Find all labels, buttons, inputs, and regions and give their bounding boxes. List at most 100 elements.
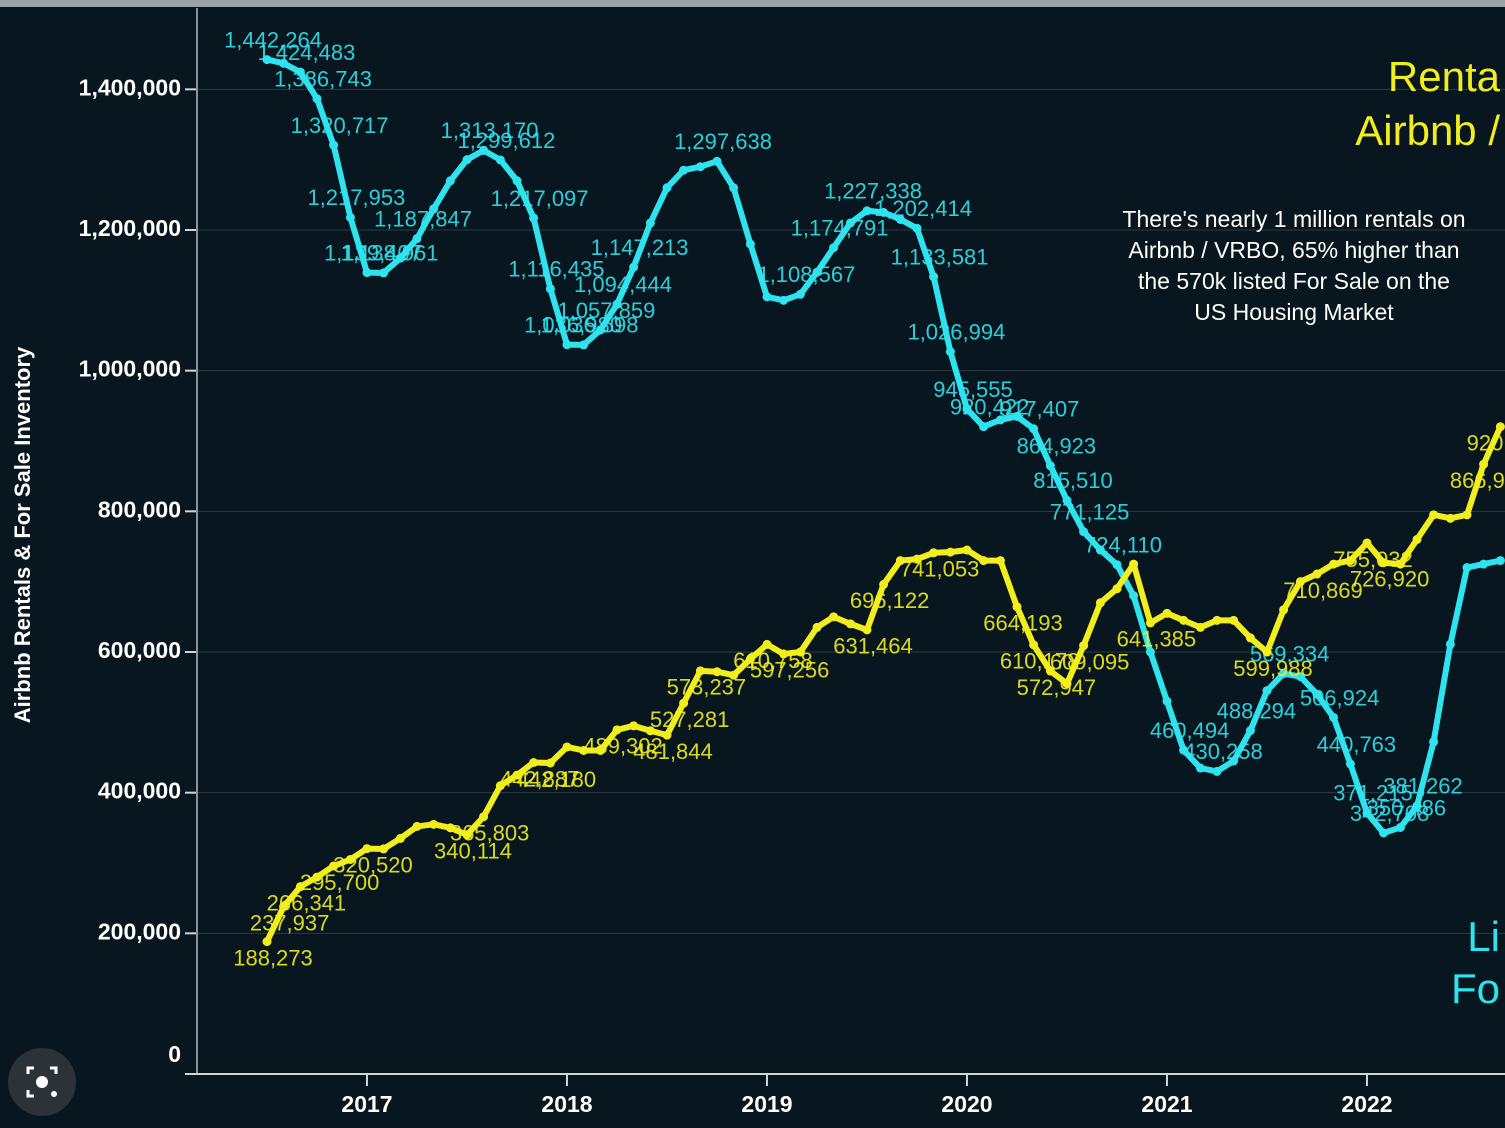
point (862, 625, 872, 635)
point (1145, 647, 1155, 657)
point (1012, 411, 1022, 421)
point (1279, 669, 1289, 679)
point (1495, 556, 1505, 566)
data-label: 266,341 (267, 890, 347, 915)
point (595, 325, 605, 335)
point (762, 292, 772, 302)
data-label: 320,520 (333, 852, 413, 877)
point (795, 289, 805, 299)
point (945, 347, 955, 357)
x-tick-label: 2021 (1141, 1091, 1192, 1117)
data-label: 641,385 (1117, 627, 1197, 652)
data-label: 527,281 (650, 707, 730, 732)
point (1312, 569, 1322, 579)
point (395, 253, 405, 263)
point (645, 218, 655, 228)
data-label: 1,386,743 (274, 66, 372, 91)
point (512, 176, 522, 186)
point (545, 758, 555, 768)
point (1329, 559, 1339, 569)
data-label: 1,036,980 (524, 312, 622, 337)
series-label: Airbnb / (1355, 107, 1500, 154)
point (1445, 639, 1455, 649)
data-label: 1,057,859 (557, 298, 655, 323)
point (1229, 615, 1239, 625)
point (929, 272, 939, 282)
data-label: 815,510 (1033, 468, 1113, 493)
point (729, 670, 739, 680)
point (1362, 808, 1372, 818)
point (562, 742, 572, 752)
point (629, 262, 639, 272)
point (429, 204, 439, 214)
point (945, 547, 955, 557)
point (279, 58, 289, 68)
data-label: 371,215 (1333, 781, 1413, 806)
point (1079, 641, 1089, 651)
y-tick-label: 1,400,000 (79, 74, 181, 100)
point (1212, 615, 1222, 625)
data-label: 1,217,953 (307, 185, 405, 210)
y-tick-label: 800,000 (98, 496, 181, 522)
point (329, 140, 339, 150)
point (1362, 538, 1372, 548)
point (695, 162, 705, 172)
point (395, 833, 405, 843)
data-label: 489,302 (583, 734, 663, 759)
point (295, 882, 305, 892)
point (312, 872, 322, 882)
point (545, 284, 555, 294)
data-label: 696,122 (850, 588, 930, 613)
data-label: 1,297,638 (674, 129, 772, 154)
point (795, 647, 805, 657)
point (512, 770, 522, 780)
data-label: 430,258 (1183, 739, 1263, 764)
data-label: 609,095 (1050, 649, 1130, 674)
series-label: Fo (1451, 965, 1500, 1012)
data-label: 741,053 (900, 557, 980, 582)
point (679, 165, 689, 175)
data-label: 350,486 (1367, 795, 1447, 820)
data-label: 506,924 (1300, 685, 1380, 710)
data-label: 188,273 (233, 945, 313, 970)
data-label: 724,110 (1084, 533, 1162, 558)
point (1145, 618, 1155, 628)
point (1112, 584, 1122, 594)
point (1345, 759, 1355, 769)
point (495, 155, 505, 165)
point (895, 214, 905, 224)
y-tick-label: 400,000 (98, 778, 181, 804)
point (862, 206, 872, 216)
data-label: 442,887 (500, 766, 580, 791)
point (1129, 559, 1139, 569)
data-label: 1,108,567 (757, 262, 855, 287)
point (745, 654, 755, 664)
point (379, 268, 389, 278)
data-label: 726,920 (1350, 567, 1430, 592)
point (712, 667, 722, 677)
data-label: 920,294 (1467, 431, 1505, 456)
point (279, 902, 289, 912)
data-label: 1,202,414 (874, 196, 972, 221)
point (412, 821, 422, 831)
point (1095, 545, 1105, 555)
point (779, 649, 789, 659)
point (579, 340, 589, 350)
point (1245, 633, 1255, 643)
data-label: 572,947 (1017, 675, 1097, 700)
point (262, 937, 272, 947)
y-tick-label: 600,000 (98, 637, 181, 663)
point (929, 548, 939, 558)
data-label: 1,442,264 (224, 27, 322, 52)
data-label: 945,555 (933, 377, 1013, 402)
data-label: 866,992 (1450, 468, 1505, 493)
y-tick-label: 0 (168, 1041, 181, 1067)
point (345, 854, 355, 864)
point (779, 295, 789, 305)
point (662, 730, 672, 740)
point (629, 721, 639, 731)
point (1295, 672, 1305, 682)
data-label: 1,139,407 (324, 240, 422, 265)
